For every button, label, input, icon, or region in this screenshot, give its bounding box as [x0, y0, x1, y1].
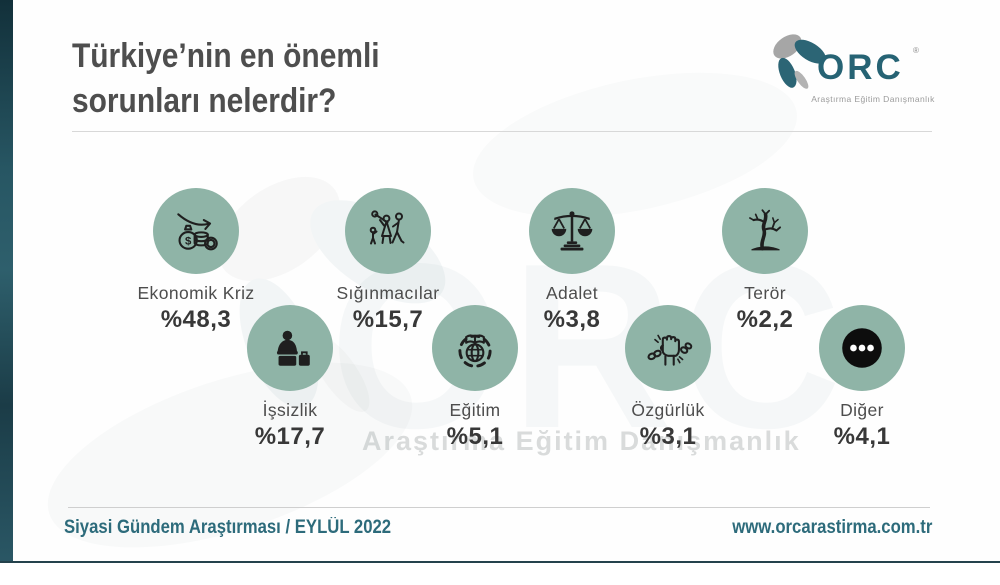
item-circle [247, 305, 333, 391]
unemployed-person-icon [276, 330, 310, 366]
problem-item-diger: Diğer %4,1 [772, 305, 952, 451]
item-value: %4,1 [833, 423, 891, 450]
problem-item-teror: Terör %2,2 [675, 188, 855, 334]
page-title-line2: sorunları nelerdir? [72, 82, 337, 120]
item-value: %17,7 [254, 423, 326, 450]
item-label: Ekonomik Kriz [137, 283, 255, 303]
bottom-accent-strip [0, 561, 1000, 563]
item-circle [345, 188, 431, 274]
item-label: Sığınmacılar [336, 283, 440, 303]
item-value: %15,7 [352, 306, 424, 333]
item-circle [722, 188, 808, 274]
fist-broken-chain-icon [647, 334, 693, 366]
item-value: %48,3 [160, 306, 232, 333]
item-value: %3,1 [639, 423, 697, 450]
item-label: İşsizlik [262, 400, 318, 420]
problem-item-ekonomik-kriz: $ Ekonomik Kriz %48,3 [106, 188, 286, 334]
header-divider [72, 131, 932, 132]
item-label: Terör [744, 283, 786, 303]
page-title: Türkiye’nin en önemli sorunları nelerdir… [72, 34, 380, 124]
problem-item-egitim: Eğitim %5,1 [385, 305, 565, 451]
item-value: %5,1 [446, 423, 504, 450]
tagline-watermark: Araştırma Eğitim Danışmanlık [362, 426, 801, 456]
problem-item-adalet: Adalet %3,8 [482, 188, 662, 334]
left-accent-bar [0, 0, 13, 563]
item-label: Diğer [840, 400, 884, 420]
ellipsis-icon [842, 328, 882, 368]
problem-item-siginmacilar: Sığınmacılar %15,7 [298, 188, 478, 334]
orc-logo-tagline: Araştırma Eğitim Danışmanlık [811, 94, 935, 104]
item-circle: $ [153, 188, 239, 274]
problem-item-issizlik: İşsizlik %17,7 [200, 305, 380, 451]
orc-logo: ORC ® Araştırma Eğitim Danışmanlık [755, 16, 940, 118]
money-crisis-icon: $ [177, 213, 218, 251]
orc-flower-icon [773, 34, 826, 89]
item-circle [819, 305, 905, 391]
registered-mark: ® [913, 46, 919, 55]
item-value: %3,8 [543, 306, 601, 333]
dead-tree-icon [749, 209, 782, 251]
justice-scales-icon [551, 211, 593, 251]
page-title-line1: Türkiye’nin en önemli [72, 37, 380, 75]
footer-website-url: www.orcarastirma.com.tr [731, 517, 932, 538]
footer-survey-name: Siyasi Gündem Araştırması / EYLÜL 2022 [64, 517, 392, 538]
item-circle [529, 188, 615, 274]
item-label: Adalet [545, 283, 599, 303]
svg-text:$: $ [185, 236, 192, 248]
item-circle [432, 305, 518, 391]
item-circle [625, 305, 711, 391]
refugees-icon [369, 210, 405, 245]
problem-item-ozgurluk: Özgürlük %3,1 [578, 305, 758, 451]
item-value: %2,2 [736, 306, 794, 333]
infographic-canvas: ORC Araştırma Eğitim Danışmanlık Türkiye… [0, 0, 1000, 563]
footer-divider [68, 507, 930, 508]
item-label: Eğitim [449, 400, 501, 420]
item-label: Özgürlük [631, 400, 705, 420]
orc-logo-text: ORC [817, 48, 904, 87]
education-globe-book-icon [458, 334, 492, 368]
